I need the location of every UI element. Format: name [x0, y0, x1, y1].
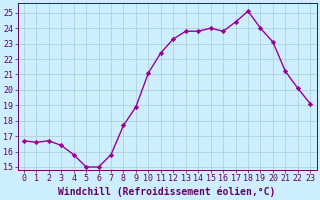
X-axis label: Windchill (Refroidissement éolien,°C): Windchill (Refroidissement éolien,°C)	[58, 186, 276, 197]
